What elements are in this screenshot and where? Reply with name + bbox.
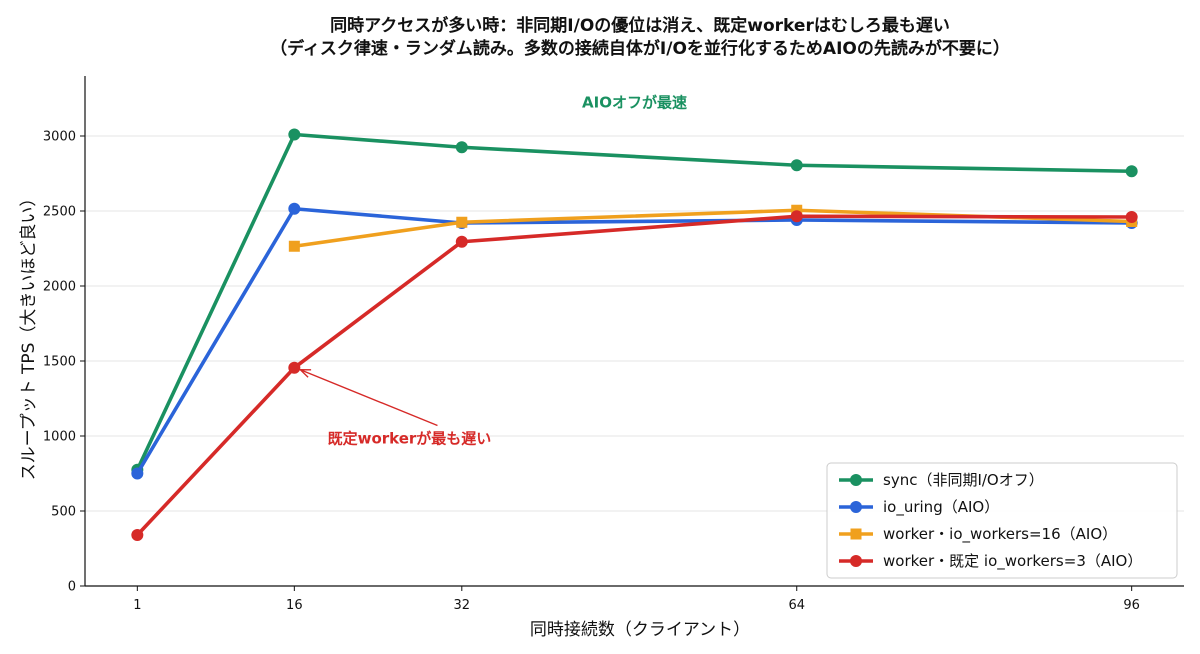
y-axis-label: スループット TPS（大きいほど良い）: [19, 190, 39, 481]
data-point: [1125, 211, 1138, 223]
series-group: [131, 128, 1138, 541]
data-point: [288, 128, 301, 141]
legend-marker: [850, 474, 862, 486]
legend-entry: io_uring（AIO）: [839, 498, 999, 517]
annotation-text: AIOオフが最速: [582, 94, 687, 112]
y-tick-label: 500: [51, 505, 76, 520]
series-3: [288, 204, 1138, 252]
data-point: [456, 216, 468, 228]
series-2: [131, 202, 1138, 480]
data-point: [1125, 165, 1138, 178]
series-line: [135, 206, 1134, 476]
y-tick-label: 1000: [43, 430, 76, 445]
x-tick-label: 64: [788, 598, 805, 613]
data-point: [288, 240, 300, 252]
data-point: [790, 210, 803, 223]
legend: sync（非同期I/Oオフ） io_uring（AIO） worker・io_wor…: [826, 462, 1178, 579]
legend-marker: [850, 555, 862, 567]
x-axis-label: 同時接続数（クライアント）: [530, 620, 750, 640]
annotation-arrowhead: [298, 369, 312, 378]
legend-label: worker・io_workers=16（AIO）: [883, 525, 1117, 544]
series-4: [131, 210, 1138, 541]
axes: 0 500 1000 1500 2000 2500 3000 1 16 32 64 96: [43, 76, 1184, 613]
legend-label: io_uring（AIO）: [883, 498, 999, 517]
data-point: [790, 159, 803, 172]
y-tick-label: 0: [68, 580, 76, 595]
series-1: [131, 128, 1138, 476]
annotation-text: 既定workerが最も遅い: [328, 430, 492, 448]
legend-entry: sync（非同期I/Oオフ）: [839, 471, 1044, 489]
legend-marker: [850, 501, 862, 513]
chart-title-line2: （ディスク律速・ランダム読み。多数の接続自体がI/Oを並行化するためAIOの先読…: [270, 38, 1010, 59]
series-line: [135, 132, 1134, 472]
data-point: [131, 529, 144, 541]
legend-entry: worker・io_workers=16（AIO）: [839, 525, 1117, 544]
y-tick-label: 3000: [43, 130, 76, 145]
y-tick-label: 2500: [43, 205, 76, 220]
x-tick-label: 32: [454, 598, 471, 613]
y-tick-label: 2000: [43, 280, 76, 295]
data-point: [455, 235, 468, 248]
chart-title-line1: 同時アクセスが多い時：非同期I/Oの優位は消え、既定workerはむしろ最も遅い: [330, 15, 950, 36]
annotation-arrow: [300, 369, 438, 427]
x-tick-label: 1: [133, 598, 141, 613]
legend-label: worker・既定 io_workers=3（AIO）: [883, 552, 1142, 571]
x-tick-label: 16: [286, 598, 303, 613]
x-tick-label: 96: [1123, 598, 1140, 613]
data-point: [455, 141, 468, 154]
data-point: [288, 361, 301, 374]
y-tick-label: 1500: [43, 355, 76, 370]
grid: [85, 135, 1184, 587]
data-point: [288, 202, 301, 215]
legend-label: sync（非同期I/Oオフ）: [883, 471, 1044, 489]
legend-entry: worker・既定 io_workers=3（AIO）: [839, 552, 1142, 571]
legend-marker: [850, 528, 862, 540]
legend-box: [826, 462, 1178, 579]
data-point: [131, 467, 144, 480]
